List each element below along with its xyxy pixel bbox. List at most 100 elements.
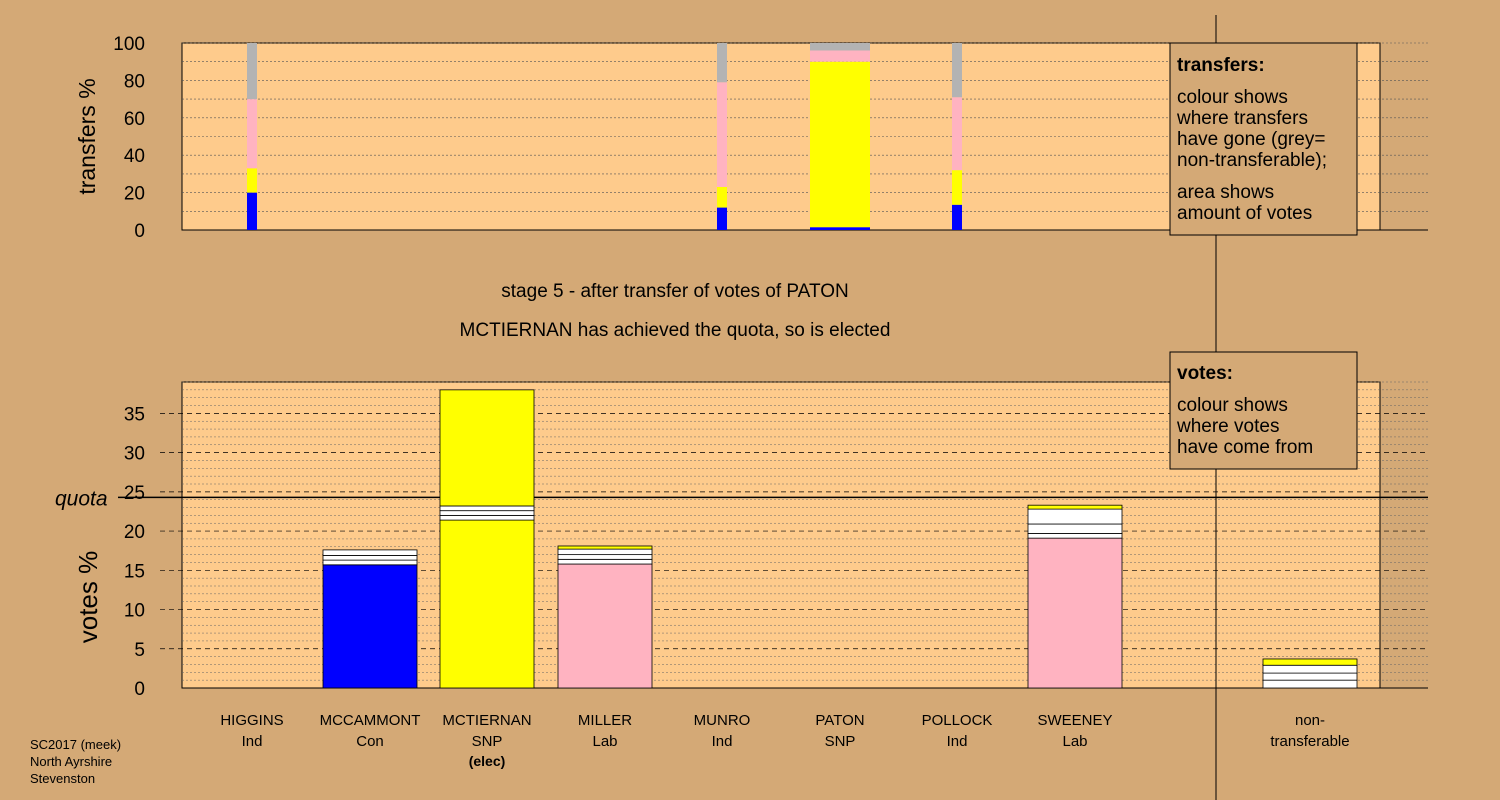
transfer-bar-segment — [952, 43, 962, 98]
transfers-y-tick-label: 100 — [113, 34, 145, 55]
vote-bar-segment — [557, 548, 653, 556]
vote-bar-segment — [1262, 672, 1358, 681]
candidate-label: MUNRO Ind — [694, 712, 751, 750]
votes-y-tick-label: 0 — [134, 679, 145, 700]
vote-bar-segment — [557, 554, 653, 560]
transfers-legend-line: colour shows — [1177, 87, 1288, 108]
transfers-legend-line: have gone (grey= — [1177, 129, 1325, 150]
footer-line: North Ayrshire — [30, 754, 112, 769]
candidate-party: Lab — [1062, 733, 1087, 750]
vote-bar-segment — [557, 563, 653, 689]
candidate-label: MILLER Lab — [578, 712, 632, 750]
vote-bar-segment — [1027, 537, 1123, 689]
transfer-bar-segment — [952, 97, 962, 171]
votes-legend-line: colour shows — [1177, 395, 1288, 416]
votes-y-tick-label: 10 — [124, 601, 145, 622]
transfer-bar-segment — [717, 82, 727, 187]
vote-bar-segment — [557, 545, 653, 550]
transfer-bar-segment — [247, 99, 257, 169]
vote-bar-segment — [439, 519, 535, 689]
transfer-bar-segment — [810, 61, 870, 228]
transfers-legend-line: area shows — [1177, 182, 1274, 203]
transfers-legend: transfers: colour shows where transfers … — [1169, 42, 1358, 236]
votes-y-tick-label: 20 — [124, 522, 145, 543]
transfer-bar-segment — [810, 227, 870, 230]
vote-bar-segment — [1027, 523, 1123, 534]
votes-legend: votes: colour shows where votes have com… — [1169, 351, 1358, 470]
transfer-bar-segment — [952, 204, 962, 230]
transfer-bar-segment — [247, 168, 257, 193]
transfer-bar-segment — [247, 43, 257, 100]
vote-bar-segment — [439, 510, 535, 516]
vote-bar-segment — [1262, 658, 1358, 666]
vote-bar-segment — [1262, 664, 1358, 674]
votes-legend-heading: votes: — [1177, 363, 1233, 384]
transfers-y-tick-label: 0 — [134, 221, 145, 242]
candidate-elected-note: (elec) — [469, 753, 506, 769]
candidate-party: Ind — [712, 733, 733, 750]
candidate-label: MCCAMMONT Con — [320, 712, 421, 750]
candidate-label: MCTIERNAN SNP (elec) — [442, 712, 531, 769]
transfers-y-axis-label: transfers % — [74, 78, 100, 194]
candidate-label: HIGGINS Ind — [220, 712, 283, 750]
vote-bar-segment — [322, 559, 418, 566]
transfer-bar-segment — [810, 50, 870, 62]
transfers-y-tick-label: 60 — [124, 109, 145, 130]
candidate-label: POLLOCK Ind — [922, 712, 993, 750]
footer: SC2017 (meek) North Ayrshire Stevenston — [30, 737, 121, 786]
vote-bar-segment — [1027, 508, 1123, 525]
vote-bar-segment — [1262, 679, 1358, 689]
candidate-party: Lab — [592, 733, 617, 750]
elected-title: MCTIERNAN has achieved the quota, so is … — [460, 320, 891, 341]
votes-y-tick-label: 30 — [124, 444, 145, 465]
nontransferable-label: non- transferable — [1270, 712, 1349, 750]
candidate-label: SWEENEY Lab — [1037, 712, 1112, 750]
vote-bar-segment — [1027, 533, 1123, 539]
transfers-legend-heading: transfers: — [1177, 55, 1265, 76]
transfer-bar-segment — [717, 186, 727, 208]
transfer-bar-segment — [952, 170, 962, 205]
votes-y-axis-label: votes % — [73, 551, 103, 644]
votes-legend-line: where votes — [1176, 416, 1279, 437]
quota-label: quota — [55, 487, 108, 510]
vote-bar-segment — [322, 549, 418, 556]
transfers-legend-line: non-transferable); — [1177, 150, 1327, 171]
footer-line: SC2017 (meek) — [30, 737, 121, 752]
vote-bar-segment — [557, 558, 653, 565]
nontransferable-label-line: transferable — [1270, 733, 1349, 750]
transfer-bar-segment — [717, 207, 727, 230]
transfer-bar-segment — [810, 43, 870, 51]
transfer-bar-segment — [717, 43, 727, 83]
vote-bar-segment — [322, 564, 418, 689]
candidate-name: MCTIERNAN — [442, 712, 531, 729]
votes-y-tick-label: 5 — [134, 640, 145, 661]
votes-y-tick-label: 15 — [124, 561, 145, 582]
candidate-name: SWEENEY — [1037, 712, 1112, 729]
vote-bar-segment — [439, 505, 535, 512]
transfers-legend-line: where transfers — [1176, 108, 1308, 129]
vote-bar-segment — [439, 514, 535, 521]
transfers-y-tick-label: 20 — [124, 184, 145, 205]
candidate-name: POLLOCK — [922, 712, 993, 729]
vote-bar-segment — [1027, 504, 1123, 510]
stage-title: stage 5 - after transfer of votes of PAT… — [501, 281, 848, 302]
candidate-name: MCCAMMONT — [320, 712, 421, 729]
candidate-party: Con — [356, 733, 384, 750]
footer-line: Stevenston — [30, 771, 95, 786]
votes-legend-line: have come from — [1177, 437, 1313, 458]
votes-y-tick-label: 25 — [124, 483, 145, 504]
nontransferable-label-line: non- — [1295, 712, 1325, 729]
vote-bar-segment — [439, 389, 535, 507]
vote-bar-segment — [322, 555, 418, 561]
candidate-party: Ind — [947, 733, 968, 750]
candidate-labels: HIGGINS Ind MCCAMMONT Con MCTIERNAN SNP (elec)… — [220, 712, 1112, 769]
candidate-party: SNP — [825, 733, 856, 750]
transfer-bar-segment — [247, 192, 257, 230]
candidate-label: PATON SNP — [815, 712, 864, 750]
candidate-party: Ind — [242, 733, 263, 750]
candidate-name: MILLER — [578, 712, 632, 729]
candidate-name: HIGGINS — [220, 712, 283, 729]
candidate-name: PATON — [815, 712, 864, 729]
votes-y-tick-label: 35 — [124, 404, 145, 425]
